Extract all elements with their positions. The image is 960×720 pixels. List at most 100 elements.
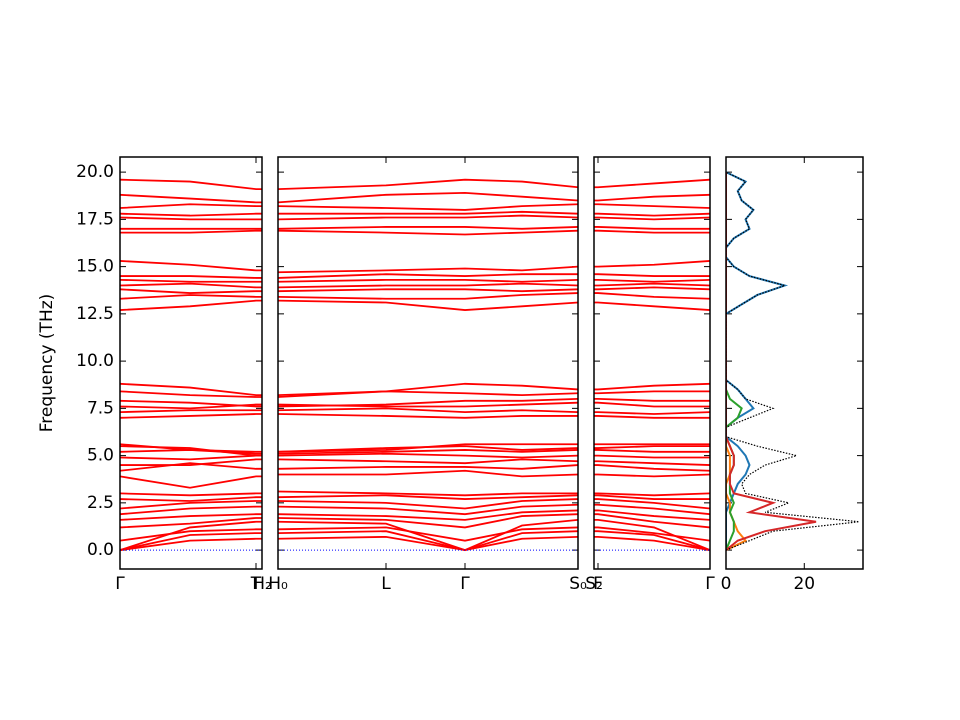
band-line bbox=[278, 210, 578, 215]
band-line bbox=[278, 398, 578, 408]
band-line bbox=[278, 288, 578, 293]
band-line bbox=[278, 526, 578, 542]
band-line bbox=[594, 411, 710, 415]
axes-frame bbox=[593, 156, 711, 570]
band-line bbox=[594, 503, 710, 516]
band-line bbox=[278, 449, 578, 455]
band-line bbox=[594, 398, 710, 402]
band-line bbox=[594, 390, 710, 395]
band-line bbox=[594, 464, 710, 472]
band-line bbox=[594, 282, 710, 287]
band-line bbox=[278, 203, 578, 211]
y-tick-label: 12.5 bbox=[76, 304, 114, 324]
band-line bbox=[120, 275, 262, 279]
x-tick-label: F bbox=[593, 574, 603, 594]
band-line bbox=[594, 203, 710, 209]
band-line bbox=[120, 390, 262, 398]
band-line bbox=[594, 415, 710, 419]
band-line bbox=[594, 498, 710, 510]
band-line bbox=[120, 229, 262, 234]
band-line bbox=[278, 413, 578, 419]
y-tick-label: 2.5 bbox=[87, 493, 114, 513]
axes-frame bbox=[119, 156, 263, 570]
y-tick-label: 0.0 bbox=[87, 540, 114, 560]
band-line bbox=[120, 517, 262, 529]
x-tick-label: Γ bbox=[115, 574, 125, 594]
x-tick-label: H₂ bbox=[252, 574, 272, 594]
y-tick-label: 5.0 bbox=[87, 446, 114, 466]
y-axis-label: Frequency (THz) bbox=[37, 294, 57, 433]
band-line bbox=[120, 294, 262, 300]
band-line bbox=[120, 537, 262, 551]
y-tick-label: 10.0 bbox=[76, 351, 114, 371]
band-line bbox=[278, 458, 578, 465]
band-line bbox=[120, 496, 262, 502]
band-line bbox=[120, 403, 262, 410]
band-line bbox=[278, 265, 578, 274]
band-line bbox=[120, 443, 262, 453]
band-line bbox=[594, 518, 710, 551]
band-line bbox=[278, 278, 578, 283]
band-line bbox=[278, 494, 578, 500]
band-line bbox=[120, 532, 262, 551]
dos-line bbox=[726, 171, 860, 551]
band-line bbox=[594, 229, 710, 234]
band-line bbox=[120, 513, 262, 521]
band-line bbox=[278, 407, 578, 414]
band-line bbox=[594, 454, 710, 459]
x-tick-label: S₀ bbox=[569, 574, 587, 594]
band-line bbox=[594, 226, 710, 230]
band-line bbox=[120, 528, 262, 542]
band-line bbox=[120, 475, 262, 489]
band-line bbox=[120, 520, 262, 551]
band-line bbox=[120, 216, 262, 221]
band-line bbox=[278, 464, 578, 470]
band-line bbox=[120, 409, 262, 414]
band-line bbox=[120, 462, 262, 472]
band-line bbox=[278, 229, 578, 236]
band-line bbox=[278, 452, 578, 459]
band-line bbox=[278, 469, 578, 478]
band-line bbox=[278, 503, 578, 516]
band-line bbox=[120, 178, 262, 191]
dos-line bbox=[726, 172, 743, 551]
x-tick-label: Γ bbox=[460, 574, 470, 594]
band-line bbox=[594, 260, 710, 268]
band-line bbox=[120, 288, 262, 294]
band-line bbox=[594, 212, 710, 217]
band-line bbox=[120, 454, 262, 461]
band-line bbox=[120, 193, 262, 204]
band-line bbox=[278, 509, 578, 521]
band-line bbox=[278, 535, 578, 552]
band-line bbox=[278, 178, 578, 191]
band-line bbox=[594, 301, 710, 311]
x-tick-label: L bbox=[381, 574, 391, 594]
x-tick-label: T bbox=[250, 574, 262, 594]
band-line bbox=[278, 292, 578, 300]
band-line bbox=[120, 278, 262, 283]
band-line bbox=[120, 282, 262, 289]
band-line bbox=[278, 273, 578, 279]
band-line bbox=[594, 513, 710, 529]
band-line bbox=[278, 192, 578, 204]
band-line bbox=[120, 458, 262, 466]
band-line bbox=[278, 214, 578, 221]
dos-line bbox=[726, 171, 789, 551]
band-line bbox=[278, 299, 578, 311]
band-line bbox=[594, 526, 710, 542]
band-line bbox=[120, 382, 262, 397]
band-line bbox=[594, 530, 710, 551]
band-line bbox=[120, 399, 262, 408]
band-line bbox=[120, 505, 262, 516]
x-tick-label: 0 bbox=[721, 574, 732, 594]
y-tick-label: 15.0 bbox=[76, 257, 114, 277]
band-line bbox=[594, 273, 710, 277]
band-line bbox=[594, 492, 710, 497]
band-line bbox=[594, 216, 710, 221]
y-tick-label: 7.5 bbox=[87, 398, 114, 418]
band-line bbox=[594, 449, 710, 453]
band-line bbox=[594, 382, 710, 391]
band-line bbox=[120, 260, 262, 272]
band-line bbox=[120, 492, 262, 497]
